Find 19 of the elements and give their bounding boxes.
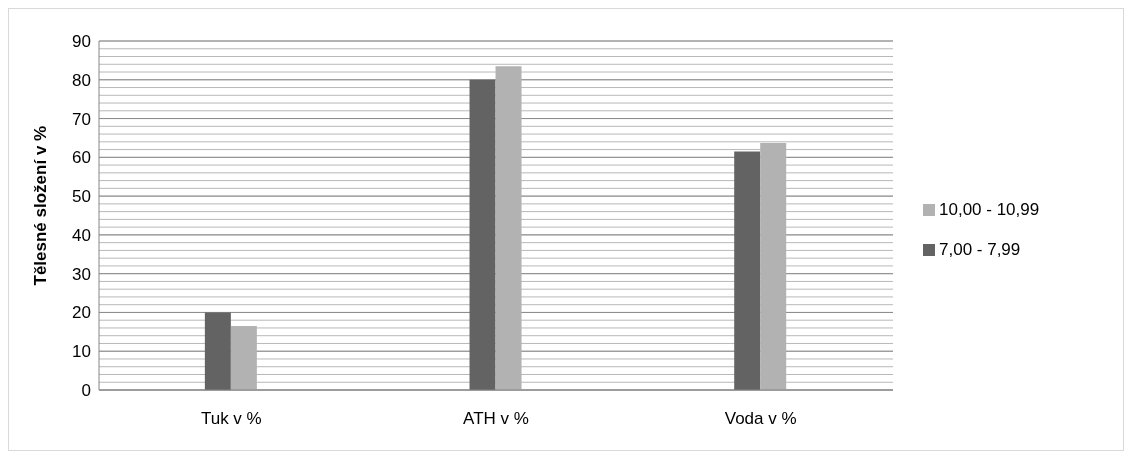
bar [204, 312, 231, 390]
bar [469, 79, 496, 390]
y-tick-label: 90 [72, 32, 91, 52]
x-tick-label: ATH v % [463, 409, 529, 429]
bar [734, 151, 761, 390]
x-tick-label: Tuk v % [200, 409, 262, 429]
x-tick-label: Voda v % [724, 409, 797, 429]
y-tick-label: 80 [72, 70, 91, 90]
y-axis-title: Tělesné složení v % [31, 125, 51, 286]
y-tick-label: 50 [72, 187, 91, 207]
y-tick-label: 0 [81, 381, 91, 401]
legend-label: 10,00 - 10,99 [939, 199, 1040, 219]
legend-label: 7,00 - 7,99 [939, 239, 1021, 259]
y-tick-label: 60 [72, 148, 91, 168]
y-tick-label: 40 [72, 225, 91, 245]
y-tick-label: 10 [72, 342, 91, 362]
y-tick-label: 30 [72, 264, 91, 284]
y-tick-label: 20 [72, 303, 91, 323]
y-tick-label: 70 [72, 109, 91, 129]
